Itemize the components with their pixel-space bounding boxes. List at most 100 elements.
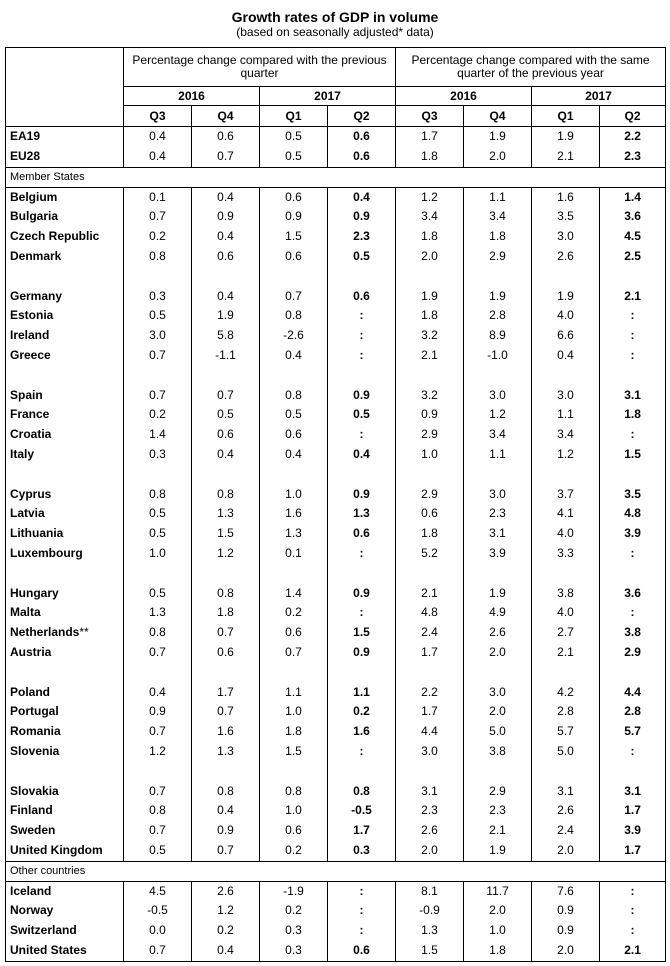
value-cell: 0.4 xyxy=(191,801,260,822)
value-cell: 1.6 xyxy=(326,722,396,742)
value-cell: 1.8 xyxy=(395,227,464,247)
value-cell: 5.0 xyxy=(531,741,600,762)
value-cell: 0.6 xyxy=(191,126,260,147)
value-cell: 0.9 xyxy=(326,385,396,406)
country-name: Czech Republic xyxy=(10,229,100,244)
value-cell: 1.7 xyxy=(395,702,464,723)
table-row: Poland 0.4 1.7 1.1 1.1 2.2 3.0 4.2 4.4 xyxy=(6,682,666,703)
country-name: EU28 xyxy=(10,148,41,163)
value-cell: 0.6 xyxy=(326,941,396,962)
value-cell: 1.3 xyxy=(191,504,260,525)
value-cell: 3.4 xyxy=(395,207,464,228)
value-cell: 2.7 xyxy=(531,623,600,643)
value-cell: : xyxy=(326,921,396,942)
value-cell: 6.6 xyxy=(531,326,600,346)
value-cell: 2.8 xyxy=(599,702,666,723)
value-cell: 1.3 xyxy=(123,603,192,624)
table-row: Estonia 0.5 1.9 0.8:1.8 2.8 4.0: xyxy=(6,306,666,327)
header-quarter: Q1 xyxy=(531,105,600,127)
value-cell: 0.3 xyxy=(326,840,396,862)
value-cell: 0.6 xyxy=(191,642,260,663)
value-cell: 1.9 xyxy=(531,126,600,147)
value-cell: 8.1 xyxy=(395,881,464,902)
value-cell: 0.6 xyxy=(191,425,260,445)
table-row: Croatia 1.4 0.6 0.6:2.9 3.4 3.4: xyxy=(6,425,666,445)
country-name: Cyprus xyxy=(10,486,52,501)
value-cell: 1.1 xyxy=(326,682,396,703)
value-cell: 3.1 xyxy=(599,385,666,406)
table-row: Germany 0.3 0.4 0.7 0.6 1.9 1.9 1.9 2.1 xyxy=(6,286,666,307)
value-cell: 3.1 xyxy=(599,781,666,802)
value-cell: 2.1 xyxy=(531,146,600,168)
value-cell: 0.3 xyxy=(259,941,328,962)
value-cell: 0.8 xyxy=(259,306,328,327)
value-cell: 0.2 xyxy=(326,702,396,723)
value-cell: 0.5 xyxy=(259,405,328,426)
value-cell: 0.6 xyxy=(191,246,260,267)
value-cell: 3.3 xyxy=(531,543,600,564)
table-row: Ireland 3.0 5.8 -2.6:3.2 8.9 6.6: xyxy=(6,326,666,346)
value-cell: 3.0 xyxy=(531,227,600,247)
value-cell: 4.5 xyxy=(123,881,192,902)
header-year: 2016 xyxy=(395,86,532,106)
value-cell: 2.9 xyxy=(463,246,532,267)
table-row: United States 0.7 0.4 0.3 0.6 1.5 1.8 2.0 2.1 xyxy=(6,941,666,962)
value-cell: 1.2 xyxy=(395,187,464,208)
country-name: Denmark xyxy=(10,248,62,263)
value-cell: 2.0 xyxy=(463,702,532,723)
spacer-row xyxy=(6,563,666,584)
table-row: Belgium 0.1 0.4 0.6 0.4 1.2 1.1 1.6 1.4 xyxy=(6,187,666,208)
value-cell: 2.3 xyxy=(463,801,532,822)
value-cell: 1.0 xyxy=(395,444,464,465)
value-cell: 1.9 xyxy=(463,840,532,862)
value-cell: 1.9 xyxy=(463,126,532,147)
value-cell: 1.7 xyxy=(395,642,464,663)
value-cell: 2.6 xyxy=(463,623,532,643)
value-cell: 0.7 xyxy=(259,286,328,307)
country-name: Bulgaria xyxy=(10,209,59,224)
value-cell: -0.5 xyxy=(326,801,396,822)
table-row: Romania 0.7 1.6 1.8 1.6 4.4 5.0 5.7 5.7 xyxy=(6,722,666,742)
value-cell: : xyxy=(326,881,396,902)
value-cell: 0.8 xyxy=(123,246,192,267)
country-name: Lithuania xyxy=(10,526,64,541)
table-row: Spain 0.7 0.7 0.8 0.9 3.2 3.0 3.0 3.1 xyxy=(6,385,666,406)
value-cell: 2.3 xyxy=(326,227,396,247)
value-cell: 1.9 xyxy=(191,306,260,327)
country-name: Netherlands** xyxy=(10,625,89,640)
value-cell: -1.1 xyxy=(191,345,260,366)
table-row: EU28 0.4 0.7 0.5 0.6 1.8 2.0 2.1 2.3 xyxy=(6,146,666,168)
value-cell: 2.6 xyxy=(191,881,260,902)
value-cell: 0.7 xyxy=(123,642,192,663)
value-cell: 0.4 xyxy=(326,187,396,208)
value-cell: 2.6 xyxy=(531,246,600,267)
country-name: France xyxy=(10,407,50,422)
country-name: Portugal xyxy=(10,704,59,719)
value-cell: 5.8 xyxy=(191,326,260,346)
value-cell: : xyxy=(599,901,666,922)
header-year: 2016 xyxy=(123,86,260,106)
value-cell: : xyxy=(599,543,666,564)
value-cell: 5.2 xyxy=(395,543,464,564)
value-cell: 0.5 xyxy=(123,306,192,327)
table-row: Austria 0.7 0.6 0.7 0.9 1.7 2.0 2.1 2.9 xyxy=(6,642,666,663)
value-cell: 2.1 xyxy=(599,286,666,307)
table-row: Denmark 0.8 0.6 0.6 0.5 2.0 2.9 2.6 2.5 xyxy=(6,246,666,267)
value-cell: 2.9 xyxy=(395,425,464,445)
value-cell: 3.5 xyxy=(599,484,666,505)
value-cell: 0.6 xyxy=(326,286,396,307)
value-cell: 0.8 xyxy=(123,623,192,643)
value-cell: 0.7 xyxy=(191,702,260,723)
country-name: Slovakia xyxy=(10,783,59,798)
value-cell: 0.7 xyxy=(123,722,192,742)
value-cell: : xyxy=(326,306,396,327)
table-row: Switzerland 0.0 0.2 0.3:1.3 1.0 0.9: xyxy=(6,921,666,942)
country-name: Estonia xyxy=(10,308,54,323)
value-cell: 3.0 xyxy=(531,385,600,406)
value-cell: 1.4 xyxy=(599,187,666,208)
country-name: Croatia xyxy=(10,427,52,442)
value-cell: 3.9 xyxy=(463,543,532,564)
value-cell: -0.5 xyxy=(123,901,192,922)
value-cell: 5.0 xyxy=(463,722,532,742)
section-label: Other countries xyxy=(5,860,666,882)
